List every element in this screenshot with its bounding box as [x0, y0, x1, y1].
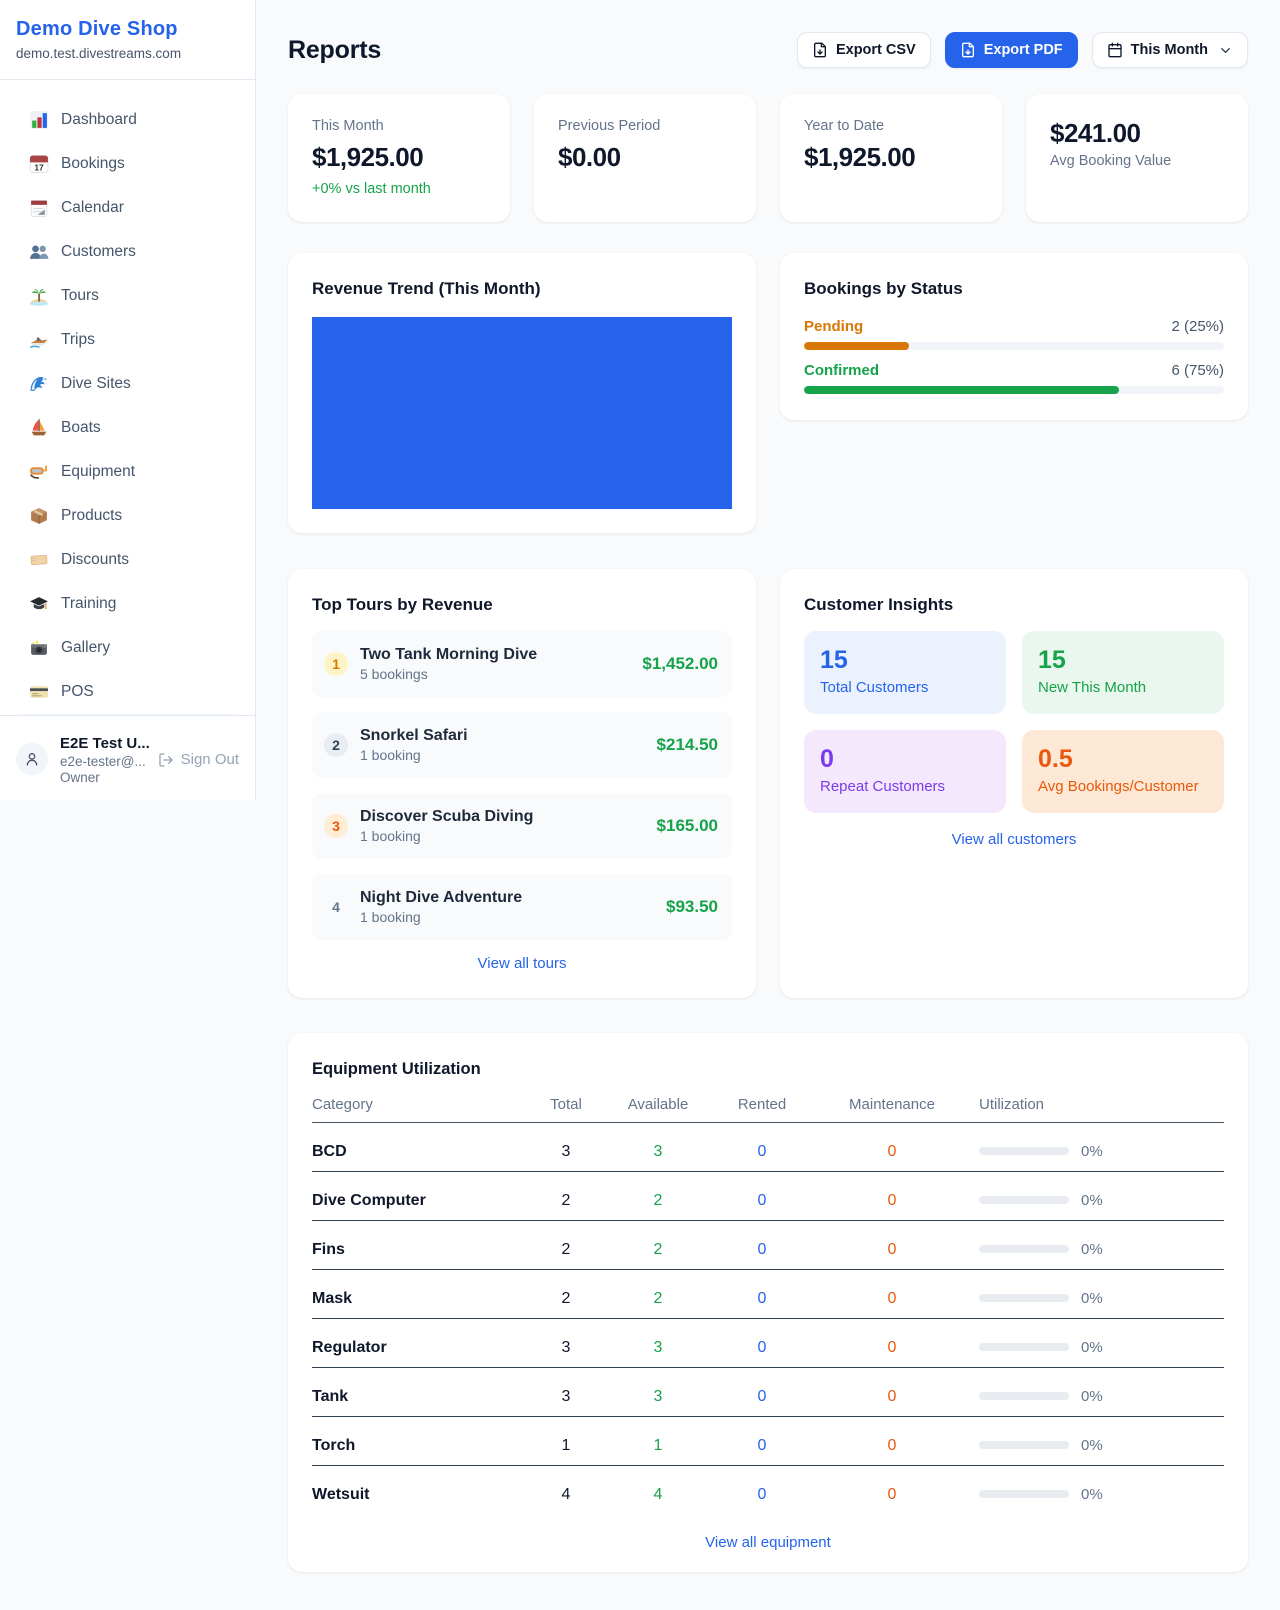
svg-text:17: 17: [34, 162, 44, 172]
